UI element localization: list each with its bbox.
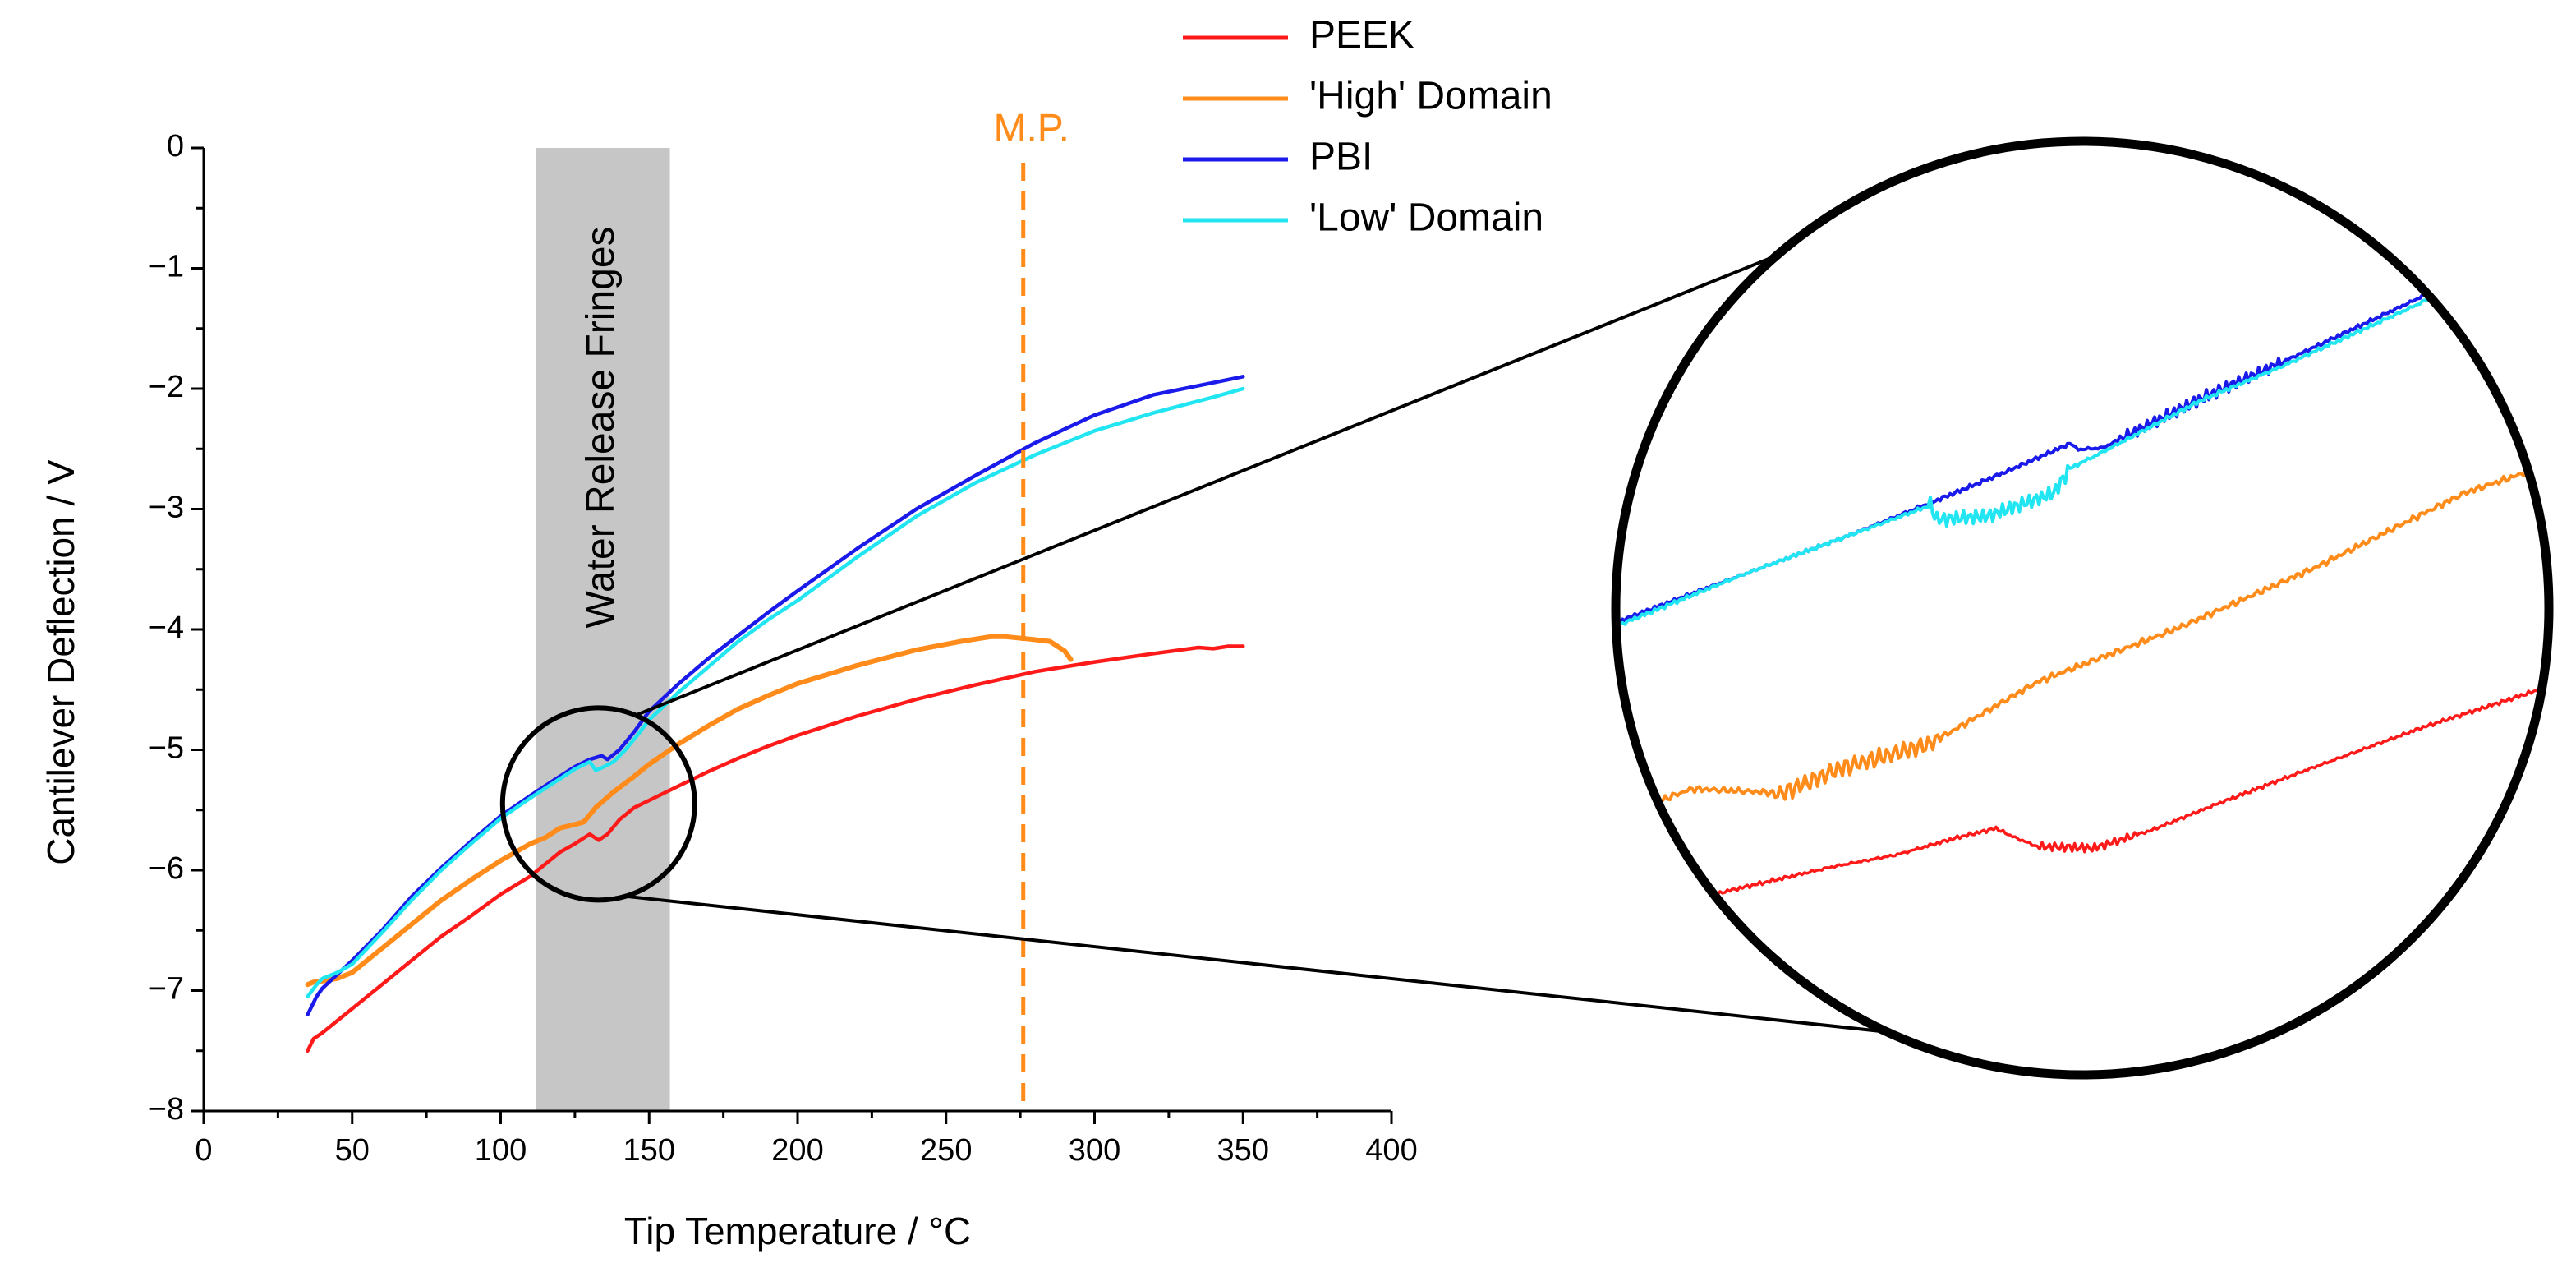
series-line-high [305, 634, 1074, 988]
y-tick-label: −4 [149, 611, 184, 645]
y-tick-label: −6 [149, 851, 184, 886]
x-tick-label: 300 [1069, 1133, 1120, 1168]
zoom-connector-bottom [623, 894, 1935, 1039]
y-tick-label: 0 [167, 129, 184, 164]
x-tick-label: 200 [771, 1133, 823, 1168]
water-release-band [536, 148, 670, 1111]
x-tick-label: 100 [475, 1133, 527, 1168]
x-tick-label: 250 [920, 1133, 972, 1168]
legend-label-low: 'Low' Domain [1309, 196, 1543, 240]
legend-label-peek: PEEK [1309, 14, 1414, 58]
y-tick-label: −7 [149, 972, 184, 1007]
zoom-content [1619, 237, 2546, 927]
y-tick-label: −2 [149, 370, 184, 404]
legend-label-pbi: PBI [1309, 136, 1373, 179]
melting-point-label: M.P. [993, 107, 1069, 150]
x-tick-label: 0 [195, 1133, 212, 1168]
x-tick-label: 350 [1217, 1133, 1269, 1168]
y-tick-label: −8 [149, 1092, 184, 1127]
x-axis-title: Tip Temperature / °C [624, 1210, 971, 1252]
y-tick-label: −3 [149, 491, 184, 525]
series-line-pbi [306, 375, 1245, 1017]
band-label: Water Release Fringes [579, 226, 623, 628]
zoom-line-low [1619, 245, 2531, 631]
y-tick-label: −5 [149, 731, 184, 766]
zoom-source-circle [499, 705, 697, 903]
legend-label-high: 'High' Domain [1309, 75, 1552, 118]
y-axis-title: Cantilever Deflection / V [39, 459, 82, 865]
x-tick-label: 150 [623, 1133, 675, 1168]
zoom-connector-top [635, 220, 1861, 717]
series-line-peek [306, 644, 1245, 1053]
series-line-low [306, 386, 1245, 999]
zoom-circle-fill [1616, 141, 2549, 1075]
zoom-line-high [1619, 457, 2546, 826]
x-tick-label: 400 [1365, 1133, 1417, 1168]
zoom-view-circle [1611, 136, 2554, 1080]
y-tick-label: −1 [149, 250, 184, 284]
x-tick-label: 50 [335, 1133, 370, 1168]
zoom-line-peek [1619, 680, 2546, 927]
